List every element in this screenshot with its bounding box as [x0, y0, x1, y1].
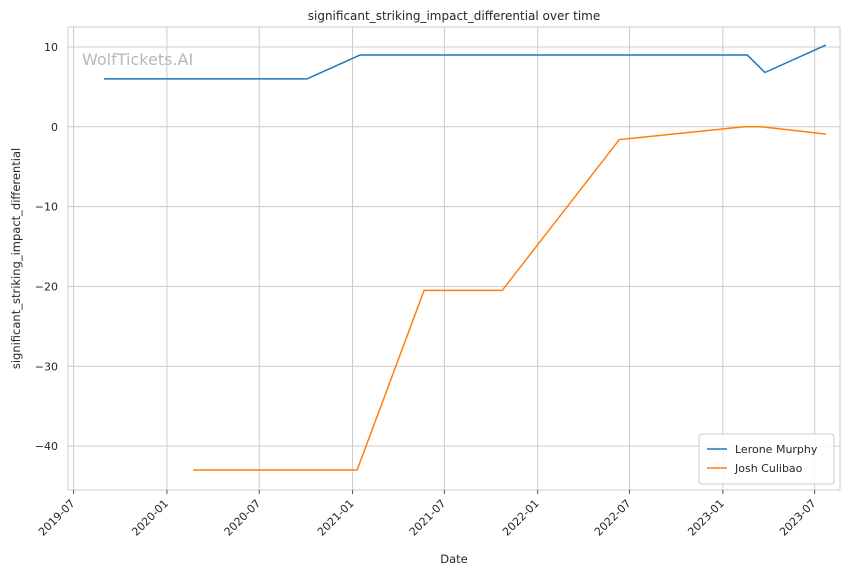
series-line-josh-culibao	[193, 126, 827, 471]
x-tick-label: 2020-07	[222, 497, 264, 539]
series-lines	[103, 44, 827, 471]
x-tick-label: 2021-01	[315, 497, 357, 539]
y-tick-label: −20	[35, 280, 58, 293]
legend-box	[698, 433, 835, 485]
x-tick-label: 2021-07	[407, 497, 449, 539]
x-axis-label: Date	[440, 552, 468, 566]
series-line-lerone-murphy	[103, 44, 827, 80]
y-tick-label: −30	[35, 360, 58, 373]
grid-lines	[68, 27, 840, 490]
x-tick-label: 2019-07	[36, 497, 78, 539]
x-tick-label: 2022-01	[500, 497, 542, 539]
x-tick-label: 2020-01	[129, 497, 171, 539]
x-tick-label: 2022-07	[592, 497, 634, 539]
y-axis-label: significant_striking_impact_differential	[9, 148, 23, 369]
y-tick-label: 0	[51, 121, 58, 134]
plot-area	[67, 26, 841, 491]
legend-label: Josh Culibao	[734, 462, 803, 475]
y-tick-label: −40	[35, 440, 58, 453]
y-tick-label: −10	[35, 201, 58, 214]
y-tick-label: 10	[44, 41, 58, 54]
legend: Lerone Murphy Josh Culibao	[698, 433, 835, 485]
x-tick-label: 2023-01	[685, 497, 727, 539]
x-tick-label: 2023-07	[777, 497, 819, 539]
watermark: WolfTickets.AI	[82, 50, 193, 69]
chart-title: significant_striking_impact_differential…	[308, 9, 600, 23]
legend-label: Lerone Murphy	[735, 443, 818, 456]
